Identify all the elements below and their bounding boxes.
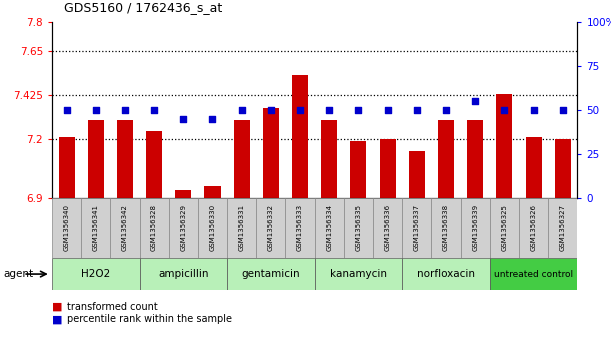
Bar — [52, 198, 81, 258]
Point — [382, 107, 392, 113]
Text: GSM1356340: GSM1356340 — [64, 204, 70, 251]
Bar — [52, 258, 139, 290]
Bar — [88, 119, 104, 198]
Bar — [467, 119, 483, 198]
Text: norfloxacin: norfloxacin — [417, 269, 475, 279]
Bar — [169, 198, 198, 258]
Bar — [321, 119, 337, 198]
Text: transformed count: transformed count — [67, 302, 158, 312]
Bar — [555, 139, 571, 198]
Bar — [292, 74, 308, 198]
Point — [324, 107, 334, 113]
Text: GSM1356337: GSM1356337 — [414, 204, 420, 251]
Text: GSM1356336: GSM1356336 — [385, 204, 390, 251]
Text: GSM1356334: GSM1356334 — [326, 204, 332, 251]
Bar — [490, 258, 577, 290]
Bar — [438, 119, 454, 198]
Text: GSM1356328: GSM1356328 — [151, 204, 157, 251]
Text: GSM1356325: GSM1356325 — [502, 204, 507, 251]
Text: ■: ■ — [52, 314, 62, 325]
Point — [500, 107, 510, 113]
Text: GSM1356330: GSM1356330 — [210, 204, 216, 251]
Text: GSM1356329: GSM1356329 — [180, 204, 186, 251]
Text: GSM1356327: GSM1356327 — [560, 204, 566, 251]
Bar — [402, 198, 431, 258]
Bar — [490, 198, 519, 258]
Text: GSM1356342: GSM1356342 — [122, 204, 128, 251]
Text: kanamycin: kanamycin — [330, 269, 387, 279]
Text: H2O2: H2O2 — [81, 269, 111, 279]
Bar — [227, 198, 256, 258]
Text: GSM1356333: GSM1356333 — [297, 204, 303, 251]
Point — [558, 107, 568, 113]
Text: ampicillin: ampicillin — [158, 269, 208, 279]
Bar — [315, 198, 344, 258]
Bar — [59, 137, 75, 198]
Bar — [227, 258, 315, 290]
Bar — [496, 94, 513, 198]
Bar — [431, 198, 461, 258]
Point — [178, 116, 188, 122]
Bar — [379, 139, 396, 198]
Point — [62, 107, 71, 113]
Bar — [548, 198, 577, 258]
Bar — [525, 137, 541, 198]
Point — [208, 116, 218, 122]
Bar — [409, 151, 425, 198]
Bar — [256, 198, 285, 258]
Bar — [315, 258, 402, 290]
Bar — [402, 258, 490, 290]
Bar — [285, 198, 315, 258]
Bar — [373, 198, 402, 258]
Text: percentile rank within the sample: percentile rank within the sample — [67, 314, 232, 325]
Bar — [111, 198, 139, 258]
Bar — [461, 198, 490, 258]
Bar — [205, 186, 221, 198]
Bar — [81, 198, 111, 258]
Bar — [351, 141, 367, 198]
Text: gentamicin: gentamicin — [241, 269, 300, 279]
Text: GDS5160 / 1762436_s_at: GDS5160 / 1762436_s_at — [64, 1, 222, 15]
Bar — [519, 198, 548, 258]
Point — [295, 107, 305, 113]
Point — [120, 107, 130, 113]
Text: GSM1356332: GSM1356332 — [268, 204, 274, 251]
Point — [354, 107, 364, 113]
Bar — [175, 190, 191, 198]
Bar — [139, 258, 227, 290]
Point — [529, 107, 538, 113]
Bar — [344, 198, 373, 258]
Text: GSM1356338: GSM1356338 — [443, 204, 449, 251]
Text: ■: ■ — [52, 302, 62, 312]
Bar — [117, 119, 133, 198]
Text: GSM1356341: GSM1356341 — [93, 204, 99, 251]
Text: GSM1356335: GSM1356335 — [356, 204, 362, 251]
Bar — [198, 198, 227, 258]
Bar — [263, 108, 279, 198]
Point — [412, 107, 422, 113]
Point — [149, 107, 159, 113]
Text: GSM1356339: GSM1356339 — [472, 204, 478, 251]
Text: untreated control: untreated control — [494, 270, 573, 278]
Text: agent: agent — [3, 269, 33, 279]
Point — [470, 98, 480, 104]
Point — [441, 107, 451, 113]
Bar — [139, 198, 169, 258]
Point — [266, 107, 276, 113]
Point — [91, 107, 101, 113]
Text: GSM1356326: GSM1356326 — [530, 204, 536, 251]
Text: GSM1356331: GSM1356331 — [239, 204, 244, 251]
Bar — [146, 131, 162, 198]
Point — [237, 107, 247, 113]
Bar — [233, 119, 250, 198]
